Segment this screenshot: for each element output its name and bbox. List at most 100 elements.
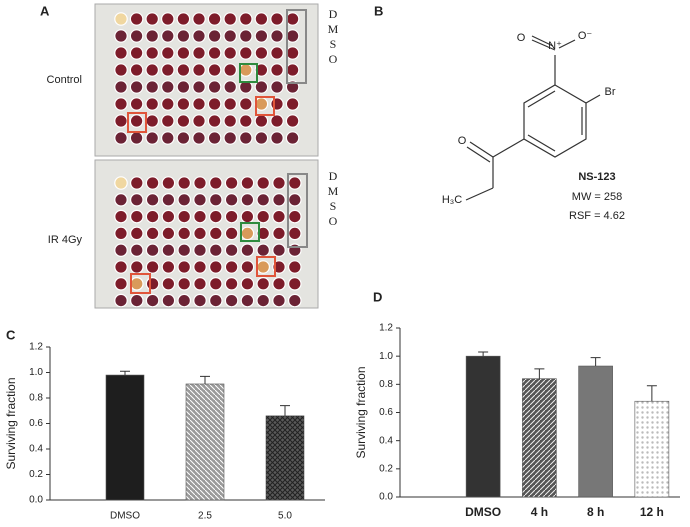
well (224, 193, 239, 207)
well (145, 131, 159, 145)
atom: N⁺ (548, 40, 562, 52)
plate-label: IR 4Gy (48, 234, 83, 246)
well (145, 226, 160, 241)
well (224, 209, 239, 224)
well (223, 63, 237, 77)
bar (185, 383, 225, 501)
well (256, 243, 270, 257)
well (287, 226, 302, 241)
well (129, 114, 144, 128)
well (161, 114, 175, 128)
well (224, 293, 239, 308)
well (114, 131, 128, 145)
well (161, 293, 176, 308)
bar (522, 378, 557, 498)
well (161, 276, 176, 291)
well (207, 97, 222, 111)
well (176, 80, 191, 94)
y-tick-label: 0.6 (29, 418, 43, 429)
well (209, 193, 223, 207)
well (161, 131, 175, 145)
structure (465, 35, 601, 201)
well (145, 209, 160, 224)
y-tick-label: 0.4 (379, 435, 393, 446)
compound-name: NS-123 (578, 171, 615, 183)
y-axis-label: Surviving fraction (4, 377, 18, 469)
well (130, 243, 144, 257)
bar (105, 374, 145, 501)
well (209, 243, 223, 257)
well (207, 12, 222, 26)
well (177, 226, 191, 241)
y-tick-label: 0.8 (29, 393, 43, 404)
well (254, 97, 269, 111)
well (130, 293, 144, 308)
well (223, 29, 237, 43)
y-tick-label: 0.2 (379, 463, 393, 474)
y-tick-label: 0.0 (379, 492, 393, 503)
well (272, 293, 286, 308)
dmso-letter: S (330, 37, 337, 51)
well (192, 63, 206, 77)
dmso-letter: O (329, 52, 338, 66)
well (192, 114, 206, 128)
well (145, 63, 159, 77)
well (287, 243, 302, 257)
well (254, 80, 269, 94)
highlight-box (256, 256, 276, 277)
well (114, 293, 128, 308)
well (240, 243, 255, 257)
error-bar (200, 375, 210, 384)
well (114, 226, 128, 241)
well (285, 12, 300, 26)
y-tick-label: 0.8 (379, 379, 393, 390)
well (256, 193, 270, 207)
well (239, 12, 253, 26)
well (145, 260, 160, 274)
well (145, 176, 160, 190)
well (207, 46, 222, 60)
well (193, 260, 207, 274)
x-tick-label: DMSO (110, 511, 140, 522)
well (145, 80, 159, 94)
well (129, 97, 144, 111)
well (192, 97, 206, 111)
well (161, 176, 176, 190)
well (256, 176, 270, 190)
well (209, 293, 223, 308)
panel-label: B (374, 3, 383, 18)
well (224, 276, 239, 291)
well (193, 193, 207, 207)
well (285, 46, 300, 60)
well (285, 131, 300, 145)
well (129, 46, 144, 60)
well (177, 276, 191, 291)
error-bar (590, 357, 601, 367)
well (193, 176, 207, 190)
well (145, 29, 159, 43)
well (223, 80, 237, 94)
well (114, 209, 128, 224)
y-tick-label: 1.0 (29, 367, 43, 378)
well (270, 80, 284, 94)
well (254, 63, 269, 77)
x-tick-label: 4 h (531, 505, 548, 519)
well (223, 114, 237, 128)
dmso-box (286, 9, 307, 84)
well (254, 114, 269, 128)
well (207, 114, 222, 128)
y-tick-label: 0.2 (29, 469, 43, 480)
y-axis-label: Surviving fraction (354, 366, 368, 458)
well (193, 243, 207, 257)
well (177, 260, 191, 274)
well (285, 29, 300, 43)
error-bar (478, 351, 489, 357)
well (287, 293, 302, 308)
well (224, 226, 239, 241)
well (145, 114, 159, 128)
well (193, 276, 207, 291)
y-tick-label: 0.4 (29, 444, 43, 455)
well (209, 176, 223, 190)
y-tick-label: 1.0 (379, 351, 393, 362)
well (114, 46, 128, 60)
